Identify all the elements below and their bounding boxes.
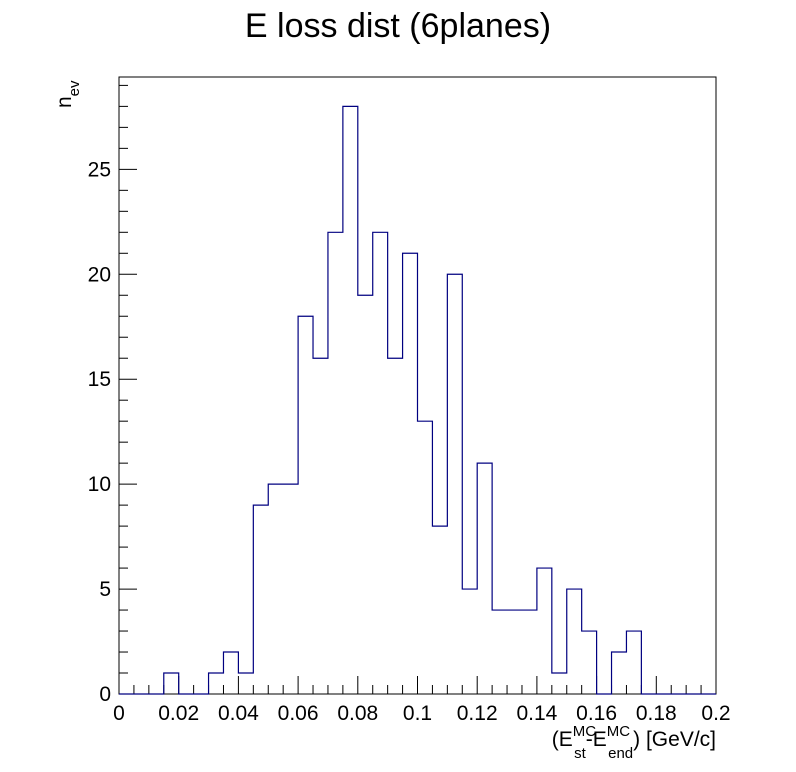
x-axis-title: (EMC st-EMC end) [GeV/c] [552, 723, 716, 762]
y-axis-title: nev [53, 80, 83, 108]
y-tick-label: 20 [88, 263, 111, 286]
y-axis-tick-labels: 0 5 10 15 20 25 [88, 158, 111, 706]
x-axis-tick-labels: 0 0.02 0.04 0.06 0.08 0.1 0.12 0.14 0.16 0.18 0.2 [113, 702, 730, 725]
x-tick-label: 0.18 [636, 702, 677, 725]
y-tick-label: 0 [99, 683, 111, 706]
x-tick-label: 0.04 [218, 702, 259, 725]
x-tick-label: 0.06 [278, 702, 319, 725]
y-tick-label: 15 [88, 368, 111, 391]
x-tick-label: 0.1 [403, 702, 432, 725]
y-tick-label: 5 [99, 578, 111, 601]
x-tick-label: 0.02 [158, 702, 199, 725]
x-tick-label: 0.14 [516, 702, 557, 725]
histogram-series-line [119, 105, 716, 695]
x-tick-label: 0.2 [701, 702, 730, 725]
y-tick-label: 25 [88, 158, 111, 181]
chart-title: E loss dist (6planes) [245, 7, 551, 45]
x-tick-label: 0 [113, 702, 125, 725]
x-tick-label: 0.08 [337, 702, 378, 725]
y-tick-label: 10 [88, 473, 111, 496]
x-tick-label: 0.12 [457, 702, 498, 725]
x-tick-label: 0.16 [576, 702, 617, 725]
y-axis-ticks [119, 84, 137, 695]
